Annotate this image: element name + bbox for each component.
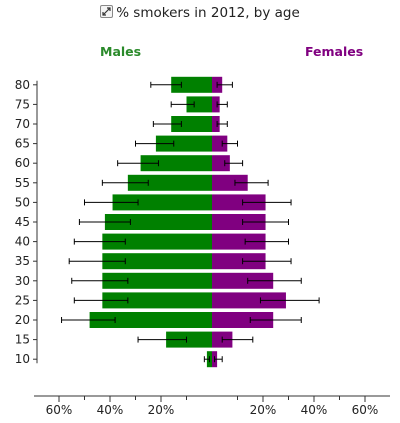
- y-tick-label-65: 65: [15, 137, 30, 151]
- male-bar-35: [102, 253, 212, 270]
- female-bar-75: [212, 96, 220, 113]
- y-tick-label-55: 55: [15, 176, 30, 190]
- female-bar-40: [212, 233, 266, 250]
- female-bar-20: [212, 312, 274, 328]
- x-tick-label-0: 60%: [46, 403, 73, 417]
- y-tick-label-60: 60: [15, 156, 30, 170]
- male-bar-65: [155, 135, 212, 152]
- male-bar-25: [102, 292, 212, 309]
- female-bar-35: [212, 253, 266, 270]
- y-tick-label-45: 45: [15, 215, 30, 229]
- male-bar-70: [171, 116, 212, 132]
- y-tick-label-20: 20: [15, 313, 30, 327]
- male-bar-55: [127, 174, 212, 191]
- male-bar-45: [104, 214, 212, 230]
- y-tick-label-75: 75: [15, 97, 30, 111]
- female-bar-45: [212, 214, 266, 230]
- expand-icon[interactable]: [100, 5, 114, 18]
- y-tick-label-35: 35: [15, 254, 30, 268]
- y-tick-label-80: 80: [15, 78, 30, 92]
- female-bar-60: [212, 155, 230, 172]
- y-tick-label-70: 70: [15, 117, 30, 131]
- male-bar-60: [140, 155, 212, 172]
- females-label: Females: [305, 44, 364, 59]
- y-tick-label-15: 15: [15, 333, 30, 347]
- female-bar-65: [212, 135, 228, 152]
- x-tick-label-5: 60%: [352, 403, 379, 417]
- x-tick-label-1: 40%: [97, 403, 124, 417]
- y-tick-label-30: 30: [15, 274, 30, 288]
- female-bar-70: [212, 116, 220, 132]
- males-label: Males: [100, 44, 142, 59]
- y-tick-label-25: 25: [15, 293, 30, 307]
- x-tick-label-3: 20%: [250, 403, 277, 417]
- y-tick-label-10: 10: [15, 352, 30, 366]
- male-bar-15: [166, 331, 212, 348]
- male-bar-30: [102, 272, 212, 289]
- x-tick-label-2: 20%: [148, 403, 175, 417]
- chart-title-row: % smokers in 2012, by age: [0, 5, 400, 21]
- female-bar-55: [212, 174, 248, 191]
- x-tick-label-4: 40%: [301, 403, 328, 417]
- female-bar-50: [212, 194, 266, 211]
- chart-title: % smokers in 2012, by age: [116, 5, 300, 21]
- female-bar-30: [212, 272, 274, 289]
- male-bar-20: [89, 312, 212, 328]
- female-bar-25: [212, 292, 286, 309]
- male-bar-75: [186, 96, 212, 113]
- male-bar-50: [112, 194, 212, 211]
- male-bar-40: [102, 233, 212, 250]
- male-bar-80: [171, 76, 212, 93]
- y-tick-label-50: 50: [15, 195, 30, 209]
- y-tick-label-40: 40: [15, 235, 30, 249]
